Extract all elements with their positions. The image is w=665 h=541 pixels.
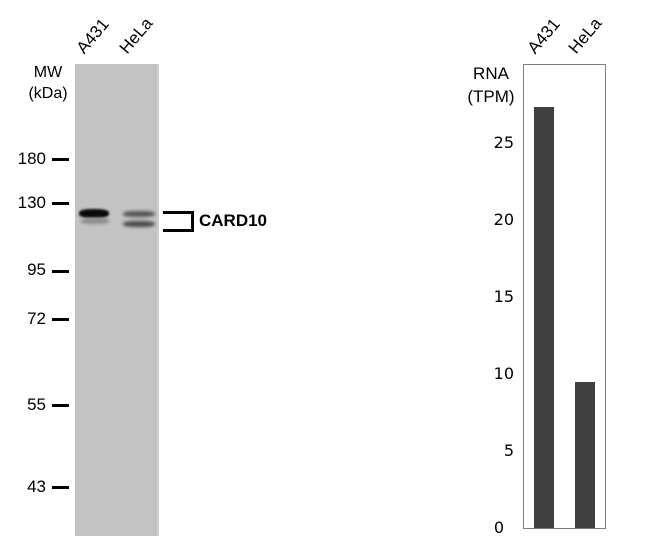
target-label-card10: CARD10 <box>199 211 268 230</box>
mw-marker-72: 72 <box>27 309 46 328</box>
ytick-0: 0 <box>493 518 504 537</box>
bar-hela <box>575 382 595 528</box>
rna-title-line1: RNA <box>473 64 509 83</box>
lane-label-a431: A431 <box>72 14 113 58</box>
band-hela-lower <box>123 221 155 227</box>
ytick-10: 10 <box>493 364 514 383</box>
rna-title-line2: (TPM) <box>467 87 515 106</box>
bar-a431 <box>534 107 554 528</box>
mw-tick-43 <box>52 486 69 489</box>
rna-lane-label-a431: A431 <box>523 14 564 58</box>
rna-chart-plot-area <box>523 64 606 529</box>
band-hela-upper <box>123 211 155 217</box>
rna-title: RNA (TPM) <box>458 62 524 108</box>
mw-tick-55 <box>52 404 69 407</box>
mw-marker-180: 180 <box>17 149 46 168</box>
ytick-20: 20 <box>493 210 514 229</box>
mw-title-line1: MW <box>33 64 63 81</box>
mw-marker-130: 130 <box>17 193 46 212</box>
western-blot-membrane <box>75 64 159 536</box>
ytick-5: 5 <box>503 441 514 460</box>
mw-tick-72 <box>52 318 69 321</box>
mw-tick-130 <box>52 202 69 205</box>
ytick-25: 25 <box>493 133 514 152</box>
target-bracket <box>163 211 194 232</box>
ytick-15: 15 <box>493 287 514 306</box>
mw-tick-180 <box>52 158 69 161</box>
lane-label-hela: HeLa <box>115 14 157 58</box>
mw-marker-95: 95 <box>27 260 46 279</box>
mw-title: MW (kDa) <box>20 62 76 104</box>
rna-lane-label-hela: HeLa <box>564 14 606 58</box>
mw-marker-43: 43 <box>27 477 46 496</box>
mw-title-line2: (kDa) <box>28 85 68 102</box>
band-a431-lower <box>81 218 109 224</box>
band-a431-main <box>79 209 109 218</box>
mw-marker-55: 55 <box>27 395 46 414</box>
mw-tick-95 <box>52 270 69 273</box>
